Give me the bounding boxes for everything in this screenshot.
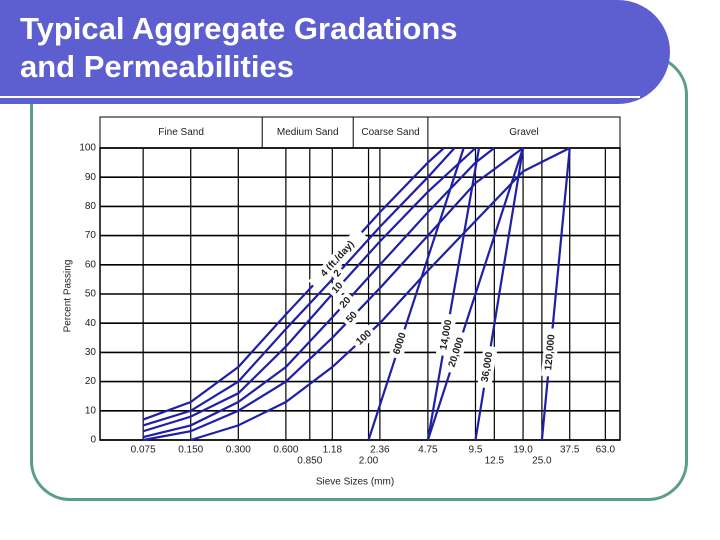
curve-label-group: 20 bbox=[334, 291, 357, 315]
y-tick-label: 10 bbox=[85, 405, 97, 416]
title-bar bbox=[0, 0, 670, 104]
plot-frame bbox=[99, 147, 621, 441]
title-rule bbox=[0, 96, 640, 98]
y-tick-label: 70 bbox=[85, 230, 97, 241]
zone-label: Fine Sand bbox=[158, 127, 204, 138]
label-background bbox=[308, 227, 367, 291]
curve-label: 2 bbox=[332, 268, 344, 280]
x-tick-label: 0.075 bbox=[131, 445, 156, 456]
x-tick-label: 4.75 bbox=[418, 445, 438, 456]
y-tick-label: 90 bbox=[85, 172, 97, 183]
curve-label-group: 120,000 bbox=[541, 327, 560, 377]
curve-label-group: 2 bbox=[328, 264, 347, 283]
gradation-line bbox=[142, 147, 477, 433]
zone-label: Gravel bbox=[509, 127, 538, 138]
zone-label: Coarse Sand bbox=[361, 127, 419, 138]
gradation-line bbox=[142, 147, 445, 421]
x-tick-label: 0.300 bbox=[226, 445, 251, 456]
y-tick-label: 80 bbox=[85, 201, 97, 212]
y-tick-label: 100 bbox=[79, 143, 96, 154]
x-tick-label: 1.18 bbox=[323, 445, 343, 456]
x-tick-label: 25.0 bbox=[532, 456, 552, 467]
label-background bbox=[326, 276, 349, 300]
gradation-line bbox=[474, 147, 525, 441]
x-tick-label: 0.600 bbox=[273, 445, 298, 456]
label-background bbox=[328, 264, 347, 283]
gradation-line bbox=[142, 147, 495, 439]
x-tick-label: 9.5 bbox=[469, 445, 483, 456]
curve-label-group: 6000 bbox=[388, 327, 412, 361]
x-tick-label: 2.00 bbox=[359, 456, 379, 467]
zone-label: Medium Sand bbox=[277, 127, 339, 138]
gradation-line bbox=[540, 147, 571, 441]
label-background bbox=[350, 324, 378, 352]
y-tick-label: 20 bbox=[85, 376, 97, 387]
x-axis-label: Sieve Sizes (mm) bbox=[316, 477, 394, 488]
gradation-line bbox=[142, 147, 456, 427]
x-tick-label: 2.36 bbox=[370, 445, 390, 456]
slide-title: Typical Aggregate Gradations and Permeab… bbox=[20, 11, 458, 84]
header-band bbox=[99, 116, 621, 149]
y-tick-label: 50 bbox=[85, 289, 97, 300]
gradation-line bbox=[426, 147, 481, 441]
gradation-line bbox=[426, 147, 525, 441]
x-tick-label: 0.850 bbox=[297, 456, 322, 467]
x-tick-label: 37.5 bbox=[560, 445, 580, 456]
x-tick-label: 19.0 bbox=[513, 445, 533, 456]
x-tick-label: 12.5 bbox=[485, 456, 505, 467]
curve-label-group: 36,000 bbox=[477, 345, 498, 389]
curve-label-group: 10 bbox=[326, 276, 349, 300]
x-tick-label: 63.0 bbox=[596, 445, 616, 456]
label-background bbox=[435, 312, 457, 357]
curve-label-group: 50 bbox=[340, 306, 364, 329]
label-background bbox=[541, 327, 560, 377]
x-tick-label: 0.150 bbox=[178, 445, 203, 456]
label-background bbox=[334, 291, 357, 315]
curve-label: 14,000 bbox=[438, 318, 454, 350]
label-background bbox=[340, 306, 364, 329]
y-tick-label: 30 bbox=[85, 347, 97, 358]
gradation-line bbox=[367, 147, 465, 441]
gradation-line bbox=[190, 147, 571, 442]
curve-label: 36,000 bbox=[480, 351, 496, 383]
y-tick-label: 0 bbox=[90, 435, 96, 446]
label-background bbox=[477, 345, 498, 389]
curve-label-group: 14,000 bbox=[435, 312, 457, 357]
curve-label: 120,000 bbox=[543, 333, 557, 370]
gradation-line bbox=[142, 147, 524, 442]
label-background bbox=[443, 330, 470, 375]
label-background bbox=[388, 327, 412, 361]
y-axis-label: Percent Passing bbox=[63, 260, 74, 333]
y-tick-label: 60 bbox=[85, 259, 97, 270]
y-tick-label: 40 bbox=[85, 318, 97, 329]
